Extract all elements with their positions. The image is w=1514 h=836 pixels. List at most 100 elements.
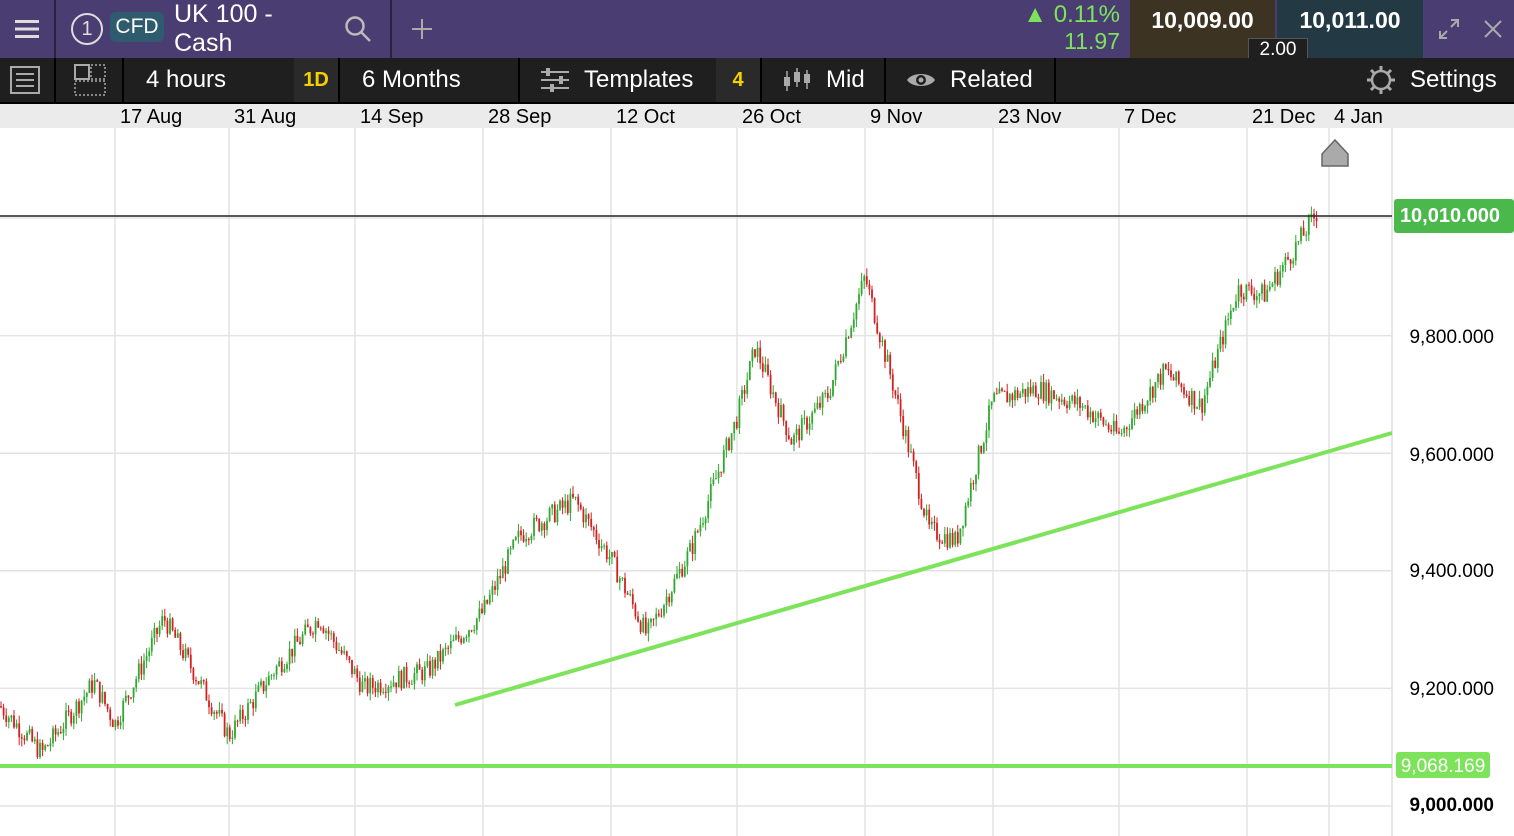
interval-badge[interactable]: 1D — [294, 58, 338, 102]
candle-body — [1300, 227, 1302, 242]
candle-body — [156, 627, 158, 634]
candle-body — [780, 404, 782, 418]
candle-body — [447, 647, 450, 649]
candle-body — [413, 673, 416, 684]
candle-body — [1151, 386, 1154, 398]
candle-body — [1279, 271, 1282, 285]
candle-body — [1193, 390, 1196, 409]
candle-body — [543, 523, 546, 531]
templates-button[interactable]: Templates — [540, 58, 693, 102]
candle-body — [561, 500, 564, 508]
candle-body — [1250, 285, 1253, 294]
candlestick-series — [0, 206, 1318, 759]
candle-body — [1211, 360, 1214, 378]
candle-body — [10, 715, 13, 718]
search-button[interactable] — [340, 0, 376, 58]
candle-body — [1268, 286, 1271, 290]
candle-body — [652, 618, 655, 620]
candle-body — [283, 669, 286, 673]
trend-line[interactable] — [454, 431, 1393, 707]
candle-body — [104, 691, 106, 705]
candle-body — [946, 534, 949, 548]
add-instrument-button[interactable] — [402, 0, 442, 58]
menu-button[interactable] — [0, 0, 54, 58]
candle-body — [754, 349, 756, 357]
candle-body — [1276, 271, 1279, 285]
settings-button[interactable]: Settings — [1366, 58, 1497, 102]
scroll-to-latest-icon[interactable] — [1321, 138, 1349, 167]
candle-body — [270, 675, 273, 677]
layout-button[interactable] — [74, 58, 106, 102]
candle-body — [1032, 385, 1035, 394]
interval-selector[interactable]: 4 hours — [146, 66, 227, 93]
candle-body — [403, 666, 405, 689]
candle-body — [470, 630, 473, 632]
candle-body — [1019, 393, 1022, 398]
candle-body — [202, 680, 205, 682]
candle-body — [774, 392, 777, 404]
candle-body — [218, 709, 221, 714]
candle-body — [1073, 395, 1076, 405]
candle-body — [1292, 260, 1295, 264]
current-price-badge: 10,010.000 — [1394, 199, 1514, 233]
list-view-button[interactable] — [10, 58, 40, 102]
candle-body — [1118, 431, 1120, 434]
y-axis: 9,800.000 9,600.000 9,400.000 9,200.000 … — [1409, 327, 1494, 816]
candle-body — [507, 549, 509, 574]
candle-body — [842, 356, 845, 362]
instrument-name[interactable]: UK 100 - Cash — [174, 0, 273, 57]
candle-body — [1164, 364, 1167, 369]
candle-body — [910, 451, 912, 453]
candle-body — [234, 720, 236, 738]
candle-body — [387, 687, 390, 693]
candle-body — [52, 728, 54, 744]
close-button[interactable] — [1476, 0, 1510, 58]
settings-label: Settings — [1410, 66, 1497, 93]
candle-body — [590, 518, 593, 528]
candle-body — [444, 647, 447, 650]
candle-body — [75, 701, 78, 716]
range-selector[interactable]: 6 Months — [362, 66, 461, 93]
candle-body — [1006, 391, 1009, 403]
price-type-button[interactable]: Mid — [782, 58, 865, 102]
candle-body — [127, 695, 130, 698]
candle-body — [735, 421, 738, 429]
expand-button[interactable] — [1432, 0, 1466, 58]
candle-body — [1281, 265, 1284, 272]
candle-body — [683, 566, 686, 577]
candle-body — [624, 577, 626, 594]
candle-body — [1209, 377, 1211, 387]
candle-body — [215, 712, 218, 714]
candle-body — [884, 340, 886, 362]
sell-price-button[interactable]: 10,009.00 — [1130, 0, 1275, 58]
candle-body — [540, 523, 543, 531]
candle-body — [1198, 398, 1201, 408]
change-percent: 0.11% — [1053, 1, 1120, 28]
candle-body — [353, 668, 356, 674]
candle-body — [91, 680, 93, 693]
hamburger-icon — [15, 20, 39, 38]
candle-body — [1014, 390, 1016, 401]
candle-body — [618, 578, 621, 583]
candle-body — [782, 404, 785, 421]
candle-body — [1310, 213, 1313, 217]
candle-body — [1170, 370, 1172, 378]
candle-body — [855, 304, 858, 320]
price-chart[interactable]: 9,800.000 9,600.000 9,400.000 9,200.000 … — [0, 128, 1514, 836]
candle-body — [787, 435, 790, 440]
candle-body — [1047, 382, 1050, 404]
candle-body — [881, 340, 884, 343]
candle-body — [847, 337, 850, 339]
candle-body — [806, 417, 808, 430]
candle-body — [340, 649, 343, 654]
candle-body — [746, 380, 749, 394]
related-button[interactable]: Related — [906, 58, 1033, 102]
candle-body — [709, 484, 712, 502]
candle-body — [455, 634, 457, 640]
templates-count-badge[interactable]: 4 — [716, 58, 760, 102]
related-label: Related — [950, 66, 1033, 93]
date-tick: 9 Nov — [870, 106, 923, 128]
candle-body — [1016, 390, 1019, 398]
candle-body — [117, 720, 119, 726]
price-change: ▲ 0.11% 11.97 — [1020, 2, 1120, 56]
